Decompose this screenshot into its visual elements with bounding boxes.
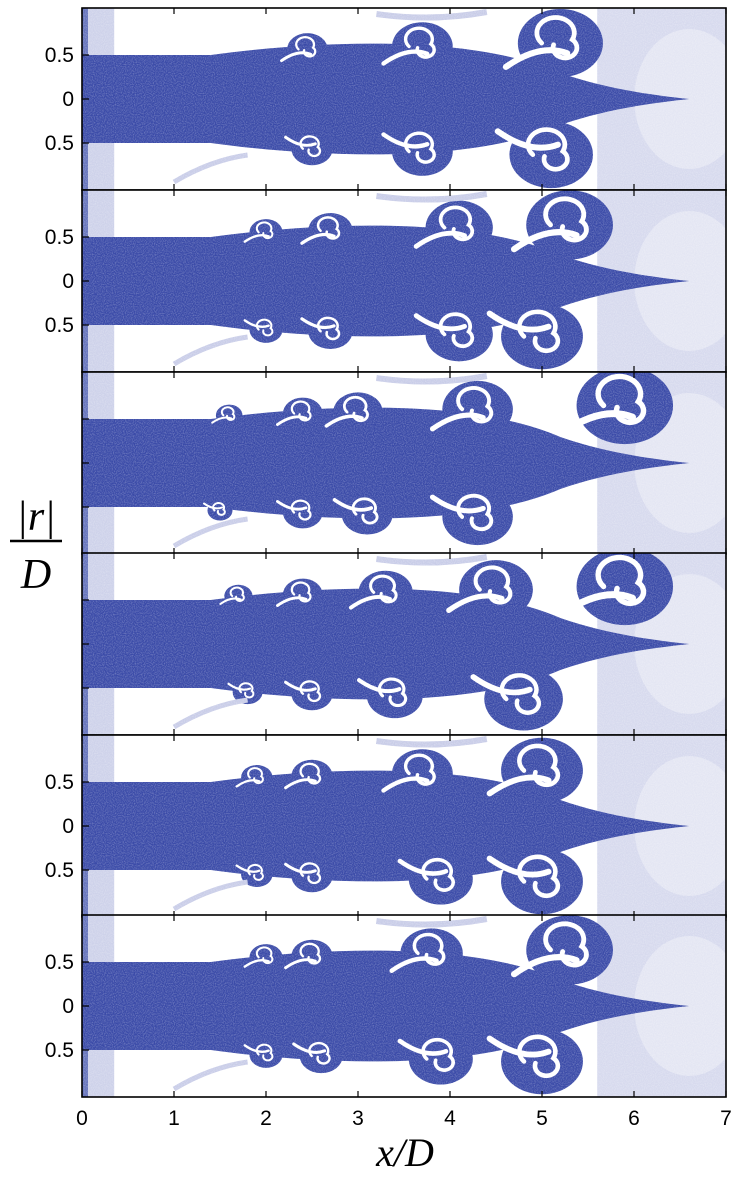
y-tick-label: 0.5 (45, 859, 74, 882)
y-axis-label-numerator: |r| (16, 494, 55, 540)
x-axis: x/D 0 1 2 3 4 5 6 7 (76, 1107, 732, 1175)
y-tick-label: 0.5 (45, 132, 74, 155)
x-axis-label: x/D (375, 1130, 434, 1175)
y-tick-label: 0 (62, 270, 74, 293)
x-tick-label: 6 (628, 1107, 640, 1130)
y-tick-label: 0 (62, 88, 74, 111)
y-axis-label: |r| D (10, 494, 62, 598)
snapshot-panel-5: 0.5 0 0.5 (45, 734, 727, 918)
x-tick-label: 0 (76, 1107, 88, 1130)
snapshot-panel-4 (81, 552, 727, 736)
x-tick-label: 5 (536, 1107, 548, 1130)
y-axis-label-denominator: D (20, 552, 51, 598)
y-tick-label: 0.5 (45, 1039, 74, 1062)
x-tick-label: 7 (720, 1107, 732, 1130)
y-tick-label: 0 (62, 995, 74, 1018)
x-tick-label: 2 (260, 1107, 272, 1130)
snapshot-panel-6: 0.5 0 0.5 (45, 914, 727, 1098)
y-tick-label: 0.5 (45, 226, 74, 249)
x-tick-label: 4 (444, 1107, 456, 1130)
y-tick-label: 0.5 (45, 951, 74, 974)
snapshot-panel-3 (81, 371, 727, 555)
snapshot-panel-2: 0.5 0 0.5 (45, 189, 727, 373)
x-tick-label: 3 (352, 1107, 364, 1130)
x-tick-label: 1 (168, 1107, 180, 1130)
y-tick-label: 0 (62, 815, 74, 838)
y-tick-label: 0.5 (45, 44, 74, 67)
y-tick-label: 0.5 (45, 314, 74, 337)
snapshot-panel-1: 0.5 0 0.5 (45, 7, 727, 191)
y-tick-label: 0.5 (45, 771, 74, 794)
